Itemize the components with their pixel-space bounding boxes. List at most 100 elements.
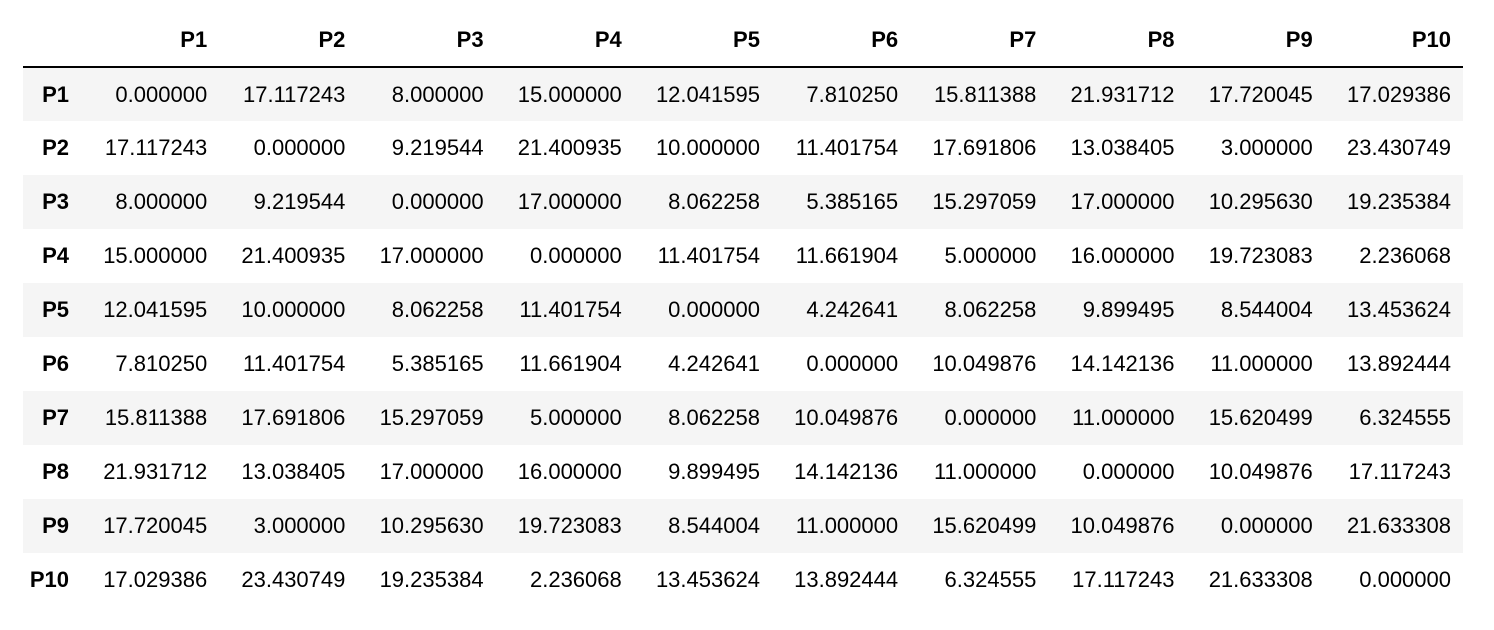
table-cell: 10.000000 (655, 135, 760, 160)
table-cell: 15.811388 (933, 81, 1037, 107)
table-cell: 19.723083 (1208, 243, 1313, 268)
table-cell: 13.892444 (794, 567, 899, 592)
table-cell: 11.661904 (519, 351, 622, 376)
table-cell: 0.000000 (1082, 459, 1175, 484)
row-index-label: P2 (42, 135, 69, 160)
table-cell: 17.691806 (932, 135, 1037, 160)
table-cell: 5.000000 (529, 405, 622, 430)
table-cell: 0.000000 (1220, 513, 1313, 538)
table-cell: 9.899495 (1082, 297, 1175, 322)
table-cell: 2.236068 (1359, 243, 1451, 268)
table-cell: 9.899495 (668, 459, 760, 484)
table-cell: 17.000000 (379, 459, 484, 484)
table-cell: 0.000000 (529, 243, 622, 268)
column-header-p3: P3 (357, 14, 496, 68)
table-row: P7 15.811388 17.691806 15.297059 5.000000 8.0… (23, 391, 1463, 445)
table-cell: 3.000000 (253, 513, 346, 538)
column-header-p7: P7 (910, 14, 1049, 68)
table-row: P8 21.931712 13.038405 17.000000 16.000000 9.… (23, 445, 1463, 499)
table-cell: 13.453624 (655, 567, 760, 592)
table-row: P6 7.810250 11.401754 5.385165 11.661904 4.24… (23, 337, 1463, 391)
table-cell: 13.038405 (241, 459, 346, 484)
table-cell: 17.691806 (241, 405, 346, 430)
table-cell: 0.000000 (944, 405, 1037, 430)
table-cell: 0.000000 (668, 297, 760, 322)
table-cell: 21.633308 (1208, 567, 1313, 592)
row-index-label: P9 (42, 513, 69, 538)
table-cell: 13.892444 (1347, 351, 1451, 376)
table-cell: 11.000000 (1210, 351, 1313, 376)
table-cell: 15.620499 (1208, 405, 1313, 430)
column-header-p10: P10 (1324, 14, 1463, 68)
table-cell: 6.324555 (1359, 405, 1451, 430)
table-cell: 2.236068 (529, 567, 622, 592)
table-cell: 7.810250 (115, 351, 208, 376)
table-cell: 6.324555 (944, 567, 1037, 592)
table-cell: 10.049876 (1070, 513, 1175, 538)
table-cell: 17.000000 (517, 189, 622, 214)
table-cell: 3.000000 (1220, 135, 1313, 160)
row-index-label: P7 (42, 405, 69, 430)
table-cell: 16.000000 (517, 459, 622, 484)
table-row: P2 17.117243 0.000000 9.219544 21.400935 10.0… (23, 121, 1463, 175)
table-cell: 17.000000 (379, 243, 484, 268)
table-cell: 21.931712 (103, 459, 208, 484)
row-index-label: P1 (42, 81, 69, 107)
table-cell: 23.430749 (1347, 135, 1451, 160)
dataframe-output: P1 P2 P3 P4 P5 P6 P7 P8 P9 P10 P1 0.000000 17.11724… (23, 14, 1463, 607)
table-cell: 8.000000 (115, 189, 208, 214)
distance-matrix-table: P1 P2 P3 P4 P5 P6 P7 P8 P9 P10 P1 0.000000 17.11724… (23, 14, 1463, 607)
row-index-label: P10 (29, 567, 69, 592)
table-row: P10 17.029386 23.430749 19.235384 2.236068 13… (23, 553, 1463, 607)
table-cell: 11.401754 (519, 297, 622, 322)
column-header-p5: P5 (633, 14, 772, 68)
table-row: P3 8.000000 9.219544 0.000000 17.000000 8.062… (23, 175, 1463, 229)
table-cell: 0.000000 (115, 81, 208, 107)
table-cell: 13.038405 (1070, 135, 1175, 160)
table-cell: 21.931712 (1070, 81, 1175, 107)
table-row: P4 15.000000 21.400935 17.000000 0.000000 11.… (23, 229, 1463, 283)
table-cell: 7.810250 (806, 81, 899, 107)
table-cell: 5.000000 (944, 243, 1037, 268)
table-cell: 0.000000 (1359, 567, 1451, 592)
table-cell: 8.062258 (944, 297, 1037, 322)
table-cell: 17.117243 (243, 81, 346, 107)
table-cell: 17.720045 (103, 513, 208, 538)
table-cell: 10.049876 (1208, 459, 1313, 484)
table-cell: 19.235384 (379, 567, 484, 592)
table-cell: 12.041595 (655, 81, 760, 107)
table-cell: 8.062258 (391, 297, 484, 322)
table-cell: 10.049876 (932, 351, 1037, 376)
table-cell: 0.000000 (391, 189, 484, 214)
table-cell: 10.049876 (794, 405, 899, 430)
table-cell: 23.430749 (241, 567, 346, 592)
table-cell: 21.400935 (241, 243, 346, 268)
table-row: P9 17.720045 3.000000 10.295630 19.723083 8.5… (23, 499, 1463, 553)
table-cell: 10.295630 (1208, 189, 1313, 214)
column-header-p2: P2 (219, 14, 358, 68)
table-cell: 14.142136 (1070, 351, 1175, 376)
index-corner-cell (23, 14, 81, 68)
table-cell: 4.242641 (806, 297, 899, 322)
column-header-p8: P8 (1048, 14, 1187, 68)
table-cell: 0.000000 (806, 351, 899, 376)
table-cell: 15.811388 (104, 405, 208, 430)
row-index-label: P5 (42, 297, 69, 322)
table-cell: 8.062258 (668, 405, 760, 430)
row-index-label: P6 (42, 351, 69, 376)
table-cell: 9.219544 (253, 189, 346, 214)
table-cell: 15.620499 (932, 513, 1037, 538)
column-header-p1: P1 (81, 14, 220, 68)
table-cell: 11.000000 (795, 513, 899, 538)
table-cell: 17.117243 (1348, 459, 1451, 484)
header-row: P1 P2 P3 P4 P5 P6 P7 P8 P9 P10 (23, 14, 1463, 68)
table-cell: 5.385165 (806, 189, 899, 214)
column-header-p4: P4 (495, 14, 634, 68)
table-cell: 17.000000 (1070, 189, 1175, 214)
table-cell: 19.723083 (517, 513, 622, 538)
table-cell: 4.242641 (668, 351, 760, 376)
table-cell: 0.000000 (253, 135, 346, 160)
table-cell: 17.720045 (1208, 81, 1313, 107)
table-cell: 11.401754 (795, 135, 899, 160)
table-header: P1 P2 P3 P4 P5 P6 P7 P8 P9 P10 (23, 14, 1463, 68)
